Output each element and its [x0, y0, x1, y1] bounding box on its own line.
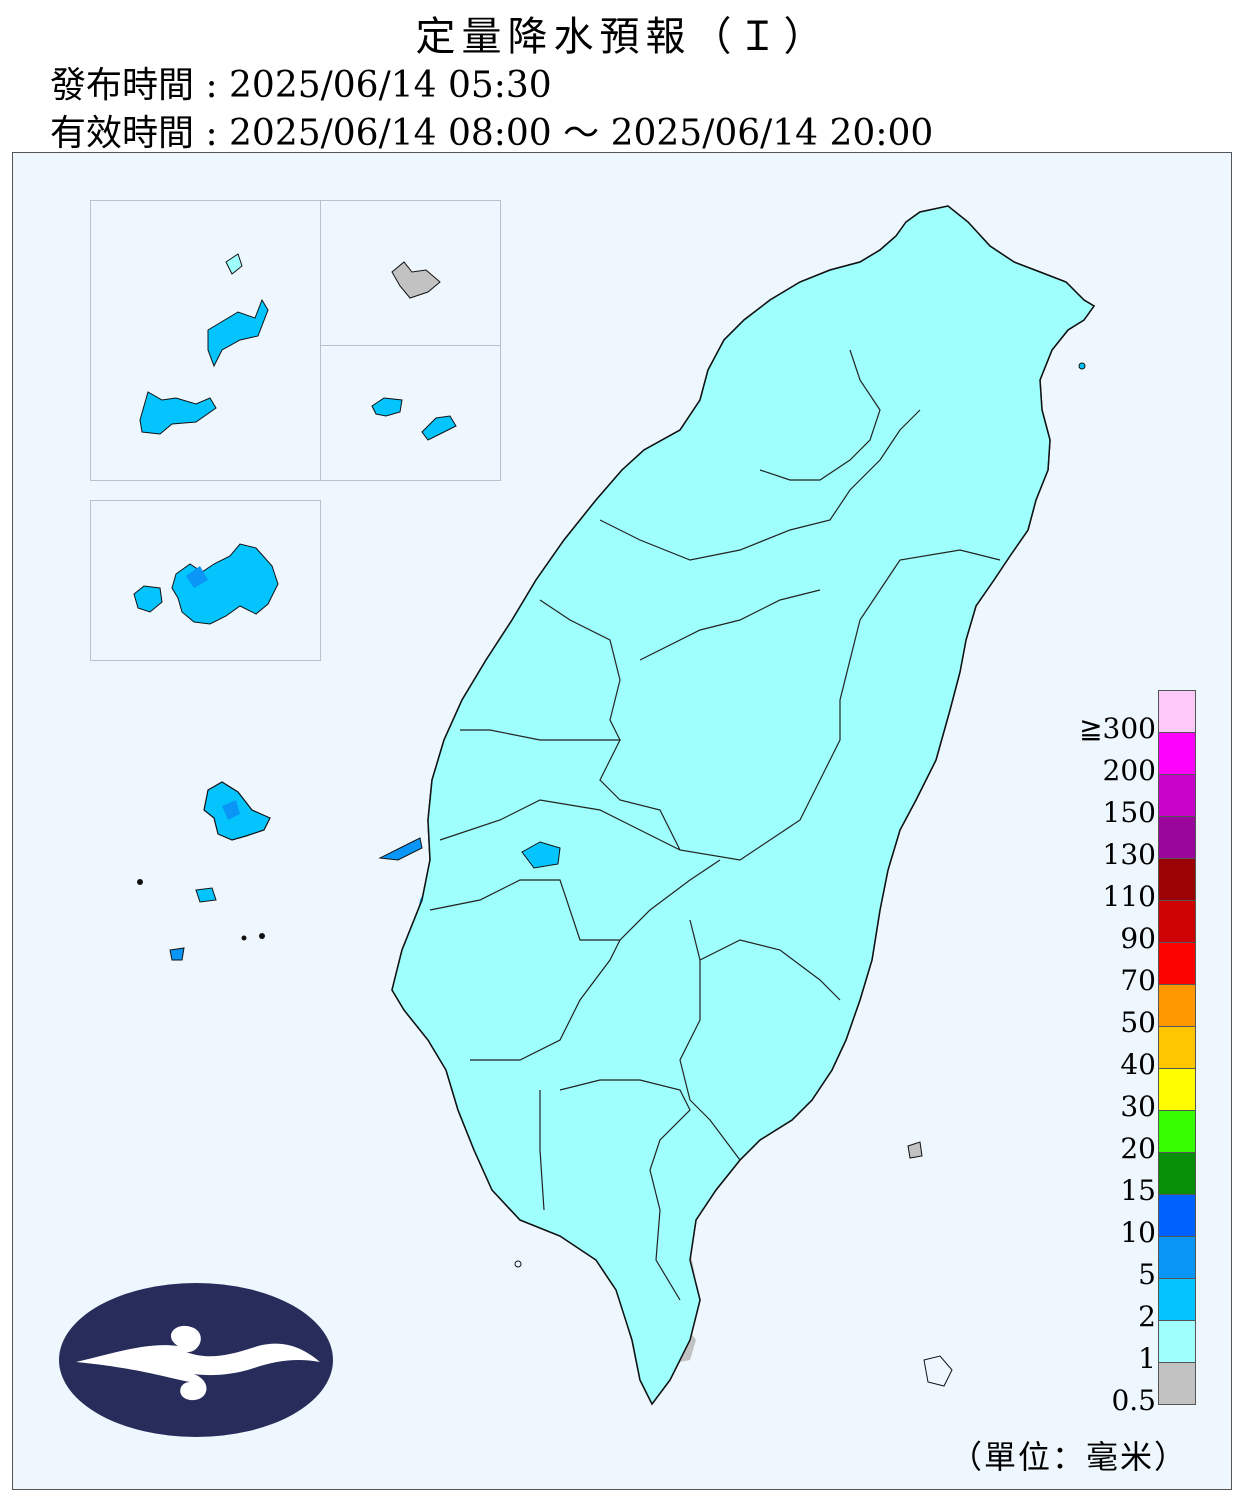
legend-swatch [1158, 1279, 1196, 1321]
inset-kinmen [90, 500, 321, 661]
legend-swatch [1158, 1153, 1196, 1195]
unit-label: （單位：毫米） [950, 1438, 1189, 1476]
inset-matsu-north [90, 200, 321, 481]
legend-swatch [1158, 733, 1196, 775]
legend-swatch [1158, 1027, 1196, 1069]
legend-swatch [1158, 1069, 1196, 1111]
color-legend [1158, 690, 1196, 1405]
issue-time: 發布時間 : 2025/06/14 05:30 [50, 65, 552, 106]
legend-swatch [1158, 901, 1196, 943]
penghu-islands [137, 781, 271, 961]
inset-matsu-south [320, 345, 501, 481]
valid-time: 有效時間 : 2025/06/14 08:00 ～ 2025/06/14 20:… [50, 113, 934, 154]
legend-swatch [1158, 943, 1196, 985]
legend-swatch [1158, 1195, 1196, 1237]
legend-swatch [1158, 690, 1196, 733]
legend-swatch [1158, 1111, 1196, 1153]
legend-swatch [1158, 1363, 1196, 1405]
legend-swatch [1158, 775, 1196, 817]
cwa-logo-icon [59, 1283, 333, 1437]
map-title: 定量降水預報（Ｉ） [415, 14, 830, 60]
matsu-islands [139, 253, 457, 441]
legend-swatch [1158, 1321, 1196, 1363]
legend-swatch [1158, 1237, 1196, 1279]
legend-swatch [1158, 817, 1196, 859]
kinmen-islands [133, 543, 279, 625]
legend-swatch [1158, 859, 1196, 901]
legend-swatch [1158, 985, 1196, 1027]
taiwan-main [378, 205, 1096, 1406]
